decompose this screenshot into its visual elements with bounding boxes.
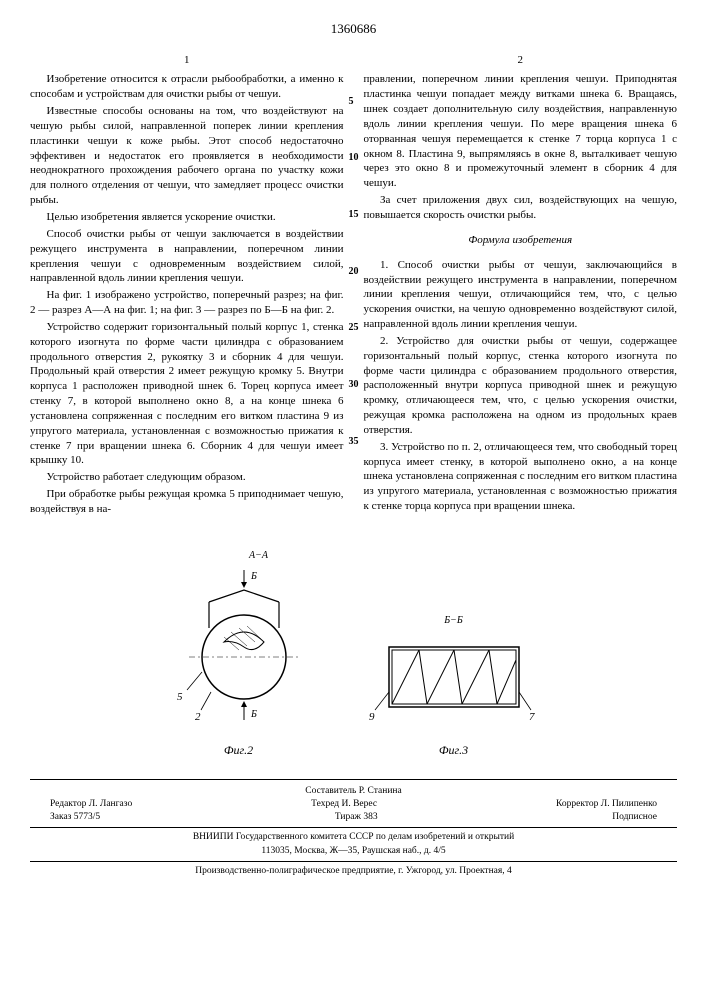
col1-para: При обработке рыбы режущая кромка 5 прип… xyxy=(30,487,344,517)
footer-compiler: Составитель Р. Станина xyxy=(30,785,677,798)
footer-order: Заказ 5773/5 xyxy=(50,811,100,824)
fig2-label-b-top: Б xyxy=(250,571,257,582)
line-number: 5 xyxy=(349,95,354,109)
col1-para: Устройство содержит горизонтальный полый… xyxy=(30,320,344,468)
col1-para: Целью изобретения является ускорение очи… xyxy=(30,210,344,225)
fig3-num-7: 7 xyxy=(529,711,535,723)
line-number: 15 xyxy=(349,208,359,222)
col1-para: Известные способы основаны на том, что в… xyxy=(30,104,344,208)
fig2-label-b-bot: Б xyxy=(250,709,257,720)
fig2-num-2: 2 xyxy=(195,711,201,723)
footer-vniipi: ВНИИПИ Государственного комитета СССР по… xyxy=(30,831,677,844)
footer-editor: Редактор Л. Лангазо xyxy=(50,798,132,811)
fig3-num-9: 9 xyxy=(369,711,375,723)
col1-para: Изобретение относится к отрасли рыбообра… xyxy=(30,72,344,102)
patent-number: 1360686 xyxy=(30,20,677,38)
col1-para: Устройство работает следующим образом. xyxy=(30,470,344,485)
col1-para: На фиг. 1 изображено устройство, попереч… xyxy=(30,288,344,318)
figures-area: А−А Б Б 5 2 Фиг.2 Б−Б xyxy=(30,549,677,759)
footer-production: Производственно-полиграфическое предприя… xyxy=(30,865,677,878)
footer-editors-row: Редактор Л. Лангазо Техред И. Верес Корр… xyxy=(30,798,677,811)
column-1: 1 Изобретение относится к отрасли рыбооб… xyxy=(30,53,344,519)
text-columns: 1 Изобретение относится к отрасли рыбооб… xyxy=(30,53,677,519)
section-label-bb: Б−Б xyxy=(369,614,539,628)
fig2-num-5: 5 xyxy=(177,691,183,703)
column-2: 5 10 15 20 25 30 35 2 правлении, попереч… xyxy=(364,53,678,519)
footer-subscribe: Подписное xyxy=(612,811,657,824)
line-number: 25 xyxy=(349,321,359,335)
line-number: 35 xyxy=(349,435,359,449)
formula-title: Формула изобретения xyxy=(364,233,678,248)
fig3-label: Фиг.3 xyxy=(369,742,539,758)
figure-2: А−А Б Б 5 2 Фиг.2 xyxy=(169,549,309,759)
line-number: 30 xyxy=(349,378,359,392)
col2-para: правлении, поперечном линии крепления че… xyxy=(364,72,678,191)
claim: 3. Устройство по п. 2, отличающееся тем,… xyxy=(364,440,678,514)
fig3-svg: 9 7 xyxy=(369,632,539,732)
line-number: 20 xyxy=(349,265,359,279)
fig2-label: Фиг.2 xyxy=(169,742,309,758)
footer-addr1: 113035, Москва, Ж—35, Раушская наб., д. … xyxy=(30,845,677,862)
footer-tirazh: Тираж 383 xyxy=(335,811,378,824)
figure-3: Б−Б 9 7 Фиг.3 xyxy=(369,614,539,759)
claim: 2. Устройство для очистки рыбы от чешуи,… xyxy=(364,334,678,438)
fig2-svg: Б Б 5 2 xyxy=(169,562,309,732)
col1-number: 1 xyxy=(30,53,344,68)
footer: Составитель Р. Станина Редактор Л. Ланга… xyxy=(30,779,677,879)
section-label-aa: А−А xyxy=(209,549,309,563)
claim: 1. Способ очистки рыбы от чешуи, заключа… xyxy=(364,258,678,332)
footer-techred: Техред И. Верес xyxy=(311,798,377,811)
line-number: 10 xyxy=(349,151,359,165)
col1-para: Способ очистки рыбы от чешуи заключается… xyxy=(30,227,344,286)
footer-order-row: Заказ 5773/5 Тираж 383 Подписное xyxy=(30,811,677,828)
col2-para: За счет приложения двух сил, воздействую… xyxy=(364,193,678,223)
col2-number: 2 xyxy=(364,53,678,68)
footer-corrector: Корректор Л. Пилипенко xyxy=(556,798,657,811)
